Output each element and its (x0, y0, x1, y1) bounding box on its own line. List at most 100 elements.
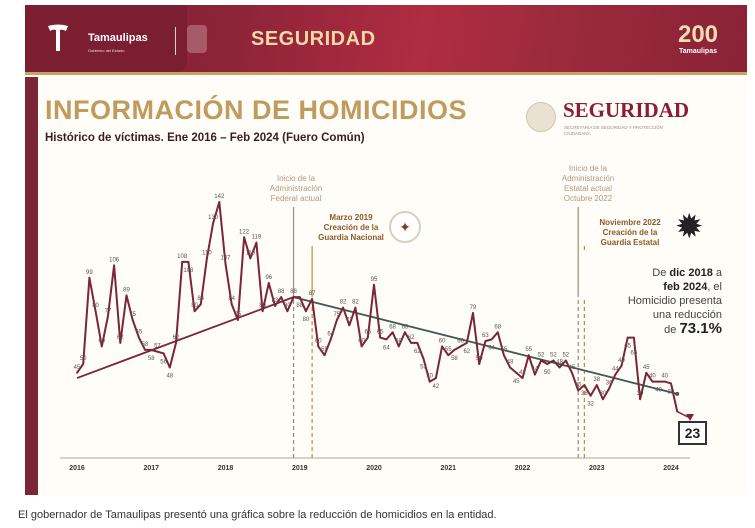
data-label: 38 (593, 377, 600, 383)
data-label: 119 (252, 235, 262, 241)
image-caption: El gobernador de Tamaulipas presentó una… (18, 509, 497, 521)
trend-line (76, 296, 294, 379)
agency-title: SEGURIDAD (563, 98, 690, 122)
data-point (218, 201, 221, 203)
data-point (125, 294, 128, 297)
data-label: 72 (346, 317, 353, 323)
page-subtitle: Histórico de víctimas. Ene 2016 – Feb 20… (45, 132, 365, 144)
data-point (82, 363, 85, 365)
data-label: 65 (624, 344, 631, 350)
data-point (348, 324, 351, 327)
data-point (533, 373, 536, 376)
data-point (422, 357, 425, 360)
data-label: 45 (74, 365, 81, 371)
data-label: 42 (433, 384, 440, 390)
data-point (472, 312, 474, 314)
data-label: 82 (340, 300, 347, 306)
data-label: 40 (426, 374, 433, 380)
data-point (335, 319, 338, 321)
annotation-federal: Inicio de la Administración Federal actu… (269, 174, 323, 203)
data-label: 60 (358, 338, 365, 344)
x-tick-label: 2017 (143, 465, 159, 472)
data-point (657, 380, 660, 383)
data-label: 82 (352, 300, 359, 306)
data-label: 88 (296, 303, 303, 309)
data-label: 52 (538, 352, 545, 358)
data-point (342, 306, 344, 309)
data-label: 35 (575, 382, 582, 388)
data-label: 68 (494, 324, 501, 330)
data-point (496, 331, 499, 334)
data-point (521, 377, 524, 379)
data-label: 65 (377, 330, 384, 336)
data-point (162, 352, 165, 355)
data-label: 65 (631, 351, 638, 357)
data-label: 96 (265, 275, 272, 281)
data-label: 39 (668, 389, 675, 395)
data-point (119, 341, 122, 344)
data-point (212, 222, 215, 225)
data-point (428, 380, 431, 383)
data-point (670, 382, 672, 385)
data-label: 30 (637, 391, 644, 397)
data-point (317, 345, 320, 348)
data-label: 44 (532, 367, 539, 373)
data-label: 44 (612, 367, 619, 373)
data-point (274, 305, 276, 307)
data-point (255, 241, 258, 244)
x-tick-label: 2020 (366, 465, 382, 472)
data-label: 80 (191, 303, 198, 309)
data-point (404, 331, 406, 334)
data-point (373, 283, 375, 286)
data-point (76, 371, 78, 374)
data-label: 108 (183, 268, 194, 274)
data-label: 80 (92, 303, 99, 309)
data-label: 53 (420, 365, 427, 371)
data-point (558, 366, 561, 369)
data-label: 48 (556, 360, 563, 366)
data-point (515, 371, 518, 374)
data-point (527, 354, 530, 357)
page-title: INFORMACIÓN DE HOMICIDIOS (45, 95, 467, 125)
data-label: 68 (402, 324, 409, 330)
data-point (323, 354, 326, 357)
data-point (620, 364, 623, 367)
data-label: 75 (235, 312, 242, 318)
reduction-note: De dic 2018 a feb 2024, el Homicidio pre… (627, 267, 722, 337)
data-point (589, 394, 592, 397)
data-point (397, 345, 400, 348)
data-point (453, 349, 456, 351)
data-point (100, 345, 103, 348)
data-label: 75 (334, 312, 341, 318)
data-label: 64 (488, 345, 495, 351)
data-point (94, 310, 97, 313)
data-label: 45 (643, 365, 650, 371)
data-label: 107 (220, 256, 231, 262)
data-label: 64 (383, 345, 390, 351)
data-label: 63 (482, 333, 489, 339)
data-label: 60 (315, 338, 322, 344)
data-point (168, 366, 171, 369)
data-label: 40 (655, 388, 662, 394)
x-tick-label: 2023 (589, 465, 605, 472)
data-point (354, 306, 357, 309)
data-label: 77 (105, 308, 112, 314)
data-point (236, 319, 239, 321)
data-point (459, 345, 462, 348)
data-point (366, 336, 369, 339)
data-point (181, 261, 184, 263)
side-stripe (25, 77, 38, 495)
data-label: 62 (117, 335, 124, 341)
x-tick-label: 2018 (218, 465, 234, 472)
data-label: 108 (177, 254, 188, 260)
data-label: 50 (544, 370, 551, 376)
data-point (391, 331, 394, 334)
data-point (663, 380, 666, 383)
data-label: 84 (228, 296, 235, 302)
data-label: 48 (507, 360, 514, 366)
data-point (230, 303, 233, 306)
data-point (614, 373, 617, 376)
data-point (478, 363, 481, 365)
data-point (564, 359, 567, 362)
data-label: 60 (439, 338, 446, 344)
